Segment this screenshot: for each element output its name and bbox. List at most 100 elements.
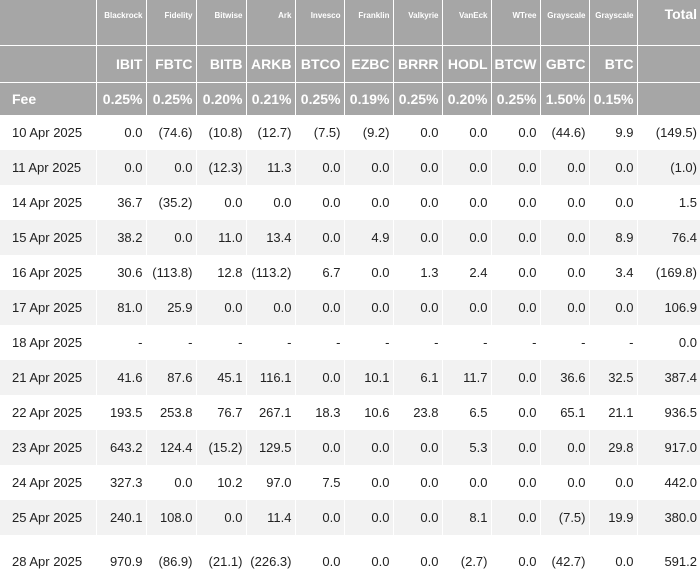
flow-value: 0.0 — [442, 220, 492, 255]
ticker-label: EZBC — [344, 44, 394, 82]
flow-value: - — [196, 325, 247, 360]
row-total: 442.0 — [637, 465, 700, 500]
flow-value: 23.8 — [393, 395, 443, 430]
fee-value: 0.19% — [344, 81, 394, 115]
ticker-label: BTCO — [295, 44, 345, 82]
flow-value: 9.9 — [589, 115, 638, 150]
flow-value: 5.3 — [442, 430, 492, 465]
row-total: 76.4 — [637, 220, 700, 255]
row-total: 106.9 — [637, 290, 700, 325]
flow-value: 0.0 — [442, 465, 492, 500]
flow-value: 25.9 — [146, 290, 197, 325]
flow-value: 0.0 — [96, 115, 147, 150]
flow-value: 0.0 — [491, 220, 541, 255]
flow-value: 29.8 — [589, 430, 638, 465]
flow-value: (2.7) — [442, 535, 492, 587]
flow-value: 0.0 — [491, 255, 541, 290]
flow-value: 8.1 — [442, 500, 492, 535]
fee-value: 0.15% — [589, 81, 638, 115]
issuer-label: Invesco — [295, 0, 345, 45]
flow-value: 97.0 — [246, 465, 296, 500]
table-row: 23 Apr 2025 643.2 124.4 (15.2) 129.5 0.0 0.0 0.… — [0, 430, 700, 465]
fee-value: 0.21% — [246, 81, 296, 115]
table-row: 21 Apr 2025 41.6 87.6 45.1 116.1 0.0 10.1 6.1 11… — [0, 360, 700, 395]
flow-value: 0.0 — [393, 465, 443, 500]
flow-value: 0.0 — [295, 500, 345, 535]
row-date: 17 Apr 2025 — [0, 290, 97, 325]
table-row: 25 Apr 2025 240.1 108.0 0.0 11.4 0.0 0.0 0.0 8.1… — [0, 500, 700, 535]
issuer-header-row: Blackrock Fidelity Bitwise Ark Invesco F… — [0, 0, 700, 45]
flow-value: 41.6 — [96, 360, 147, 395]
ticker-label: HODL — [442, 44, 492, 82]
flow-value: 0.0 — [344, 430, 394, 465]
flow-value: 11.7 — [442, 360, 492, 395]
flow-value: 0.0 — [540, 290, 590, 325]
issuer-label: Bitwise — [196, 0, 247, 45]
row-date: 14 Apr 2025 — [0, 185, 97, 220]
flow-value: (113.8) — [146, 255, 197, 290]
fee-value: 0.20% — [442, 81, 492, 115]
issuer-label: Ark — [246, 0, 296, 45]
flow-value: 7.5 — [295, 465, 345, 500]
flow-value: 0.0 — [393, 220, 443, 255]
flow-value: 0.0 — [246, 290, 296, 325]
flow-value: 0.0 — [295, 290, 345, 325]
issuer-label: Franklin — [344, 0, 394, 45]
flow-value: (74.6) — [146, 115, 197, 150]
flow-value: 0.0 — [589, 535, 638, 587]
flow-value: - — [344, 325, 394, 360]
flow-value: 32.5 — [589, 360, 638, 395]
flow-value: 38.2 — [96, 220, 147, 255]
row-date: 10 Apr 2025 — [0, 115, 97, 150]
flow-value: 0.0 — [491, 115, 541, 150]
flow-value: 0.0 — [146, 465, 197, 500]
issuer-label: Blackrock — [96, 0, 147, 45]
flow-value: 21.1 — [589, 395, 638, 430]
flow-value: 19.9 — [589, 500, 638, 535]
fee-value: 0.25% — [295, 81, 345, 115]
fee-value: 0.25% — [491, 81, 541, 115]
table-row: 10 Apr 2025 0.0 (74.6) (10.8) (12.7) (7.5) (9.… — [0, 115, 700, 150]
flow-value: 0.0 — [589, 185, 638, 220]
row-total: 387.4 — [637, 360, 700, 395]
flow-value: 76.7 — [196, 395, 247, 430]
flow-value: 0.0 — [491, 465, 541, 500]
ticker-label: BTCW — [491, 44, 541, 82]
corner-cell — [637, 44, 700, 82]
ticker-label: FBTC — [146, 44, 197, 82]
flow-value: 0.0 — [393, 185, 443, 220]
flow-value: 0.0 — [196, 500, 247, 535]
row-total: 1.5 — [637, 185, 700, 220]
table-row: 16 Apr 2025 30.6 (113.8) 12.8 (113.2) 6.7 0.0 1… — [0, 255, 700, 290]
row-total: 0.0 — [637, 325, 700, 360]
flow-value: - — [442, 325, 492, 360]
flow-value: 1.3 — [393, 255, 443, 290]
row-total: (149.5) — [637, 115, 700, 150]
fee-value: 0.25% — [96, 81, 147, 115]
issuer-label: Grayscale — [589, 0, 638, 45]
flow-value: 0.0 — [393, 535, 443, 587]
flow-value: 45.1 — [196, 360, 247, 395]
flow-value: (10.8) — [196, 115, 247, 150]
issuer-label: Fidelity — [146, 0, 197, 45]
flow-value: 0.0 — [491, 535, 541, 587]
flow-value: (86.9) — [146, 535, 197, 587]
ticker-label: BTC — [589, 44, 638, 82]
flow-value: - — [96, 325, 147, 360]
flow-value: 10.1 — [344, 360, 394, 395]
flow-value: 0.0 — [540, 220, 590, 255]
ticker-label: BITB — [196, 44, 247, 82]
flow-value: 0.0 — [146, 150, 197, 185]
table-row: 17 Apr 2025 81.0 25.9 0.0 0.0 0.0 0.0 0.0 0.0 0.0… — [0, 290, 700, 325]
flow-value: 267.1 — [246, 395, 296, 430]
flow-value: 0.0 — [589, 150, 638, 185]
flow-value: 0.0 — [393, 500, 443, 535]
row-total: 591.2 — [637, 535, 700, 587]
flow-value: - — [246, 325, 296, 360]
corner-cell — [637, 81, 700, 115]
fee-value: 1.50% — [540, 81, 590, 115]
flow-value: (7.5) — [295, 115, 345, 150]
flow-value: 6.5 — [442, 395, 492, 430]
flow-value: 0.0 — [295, 360, 345, 395]
